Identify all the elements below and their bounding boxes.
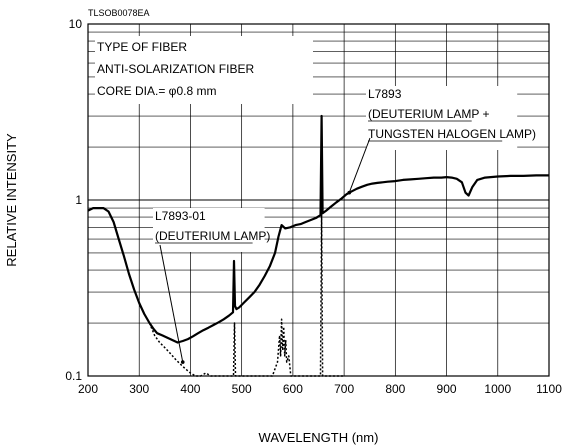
- x-tick-label: 800: [385, 382, 405, 396]
- x-axis-label: WAVELENGTH (nm): [259, 430, 379, 445]
- x-tick-label: 1000: [484, 382, 511, 396]
- callout-l7893-background: [366, 86, 518, 150]
- callout-l7893-01-text: L7893-01: [155, 209, 206, 223]
- callout-l7893-01-leader: [159, 244, 184, 363]
- callout-l7893-leader-tip: [347, 190, 352, 195]
- y-tick-label: 0.1: [65, 369, 82, 383]
- x-tick-label: 900: [437, 382, 457, 396]
- y-tick-label: 1: [75, 193, 82, 207]
- callout-l7893-text: L7893: [368, 87, 402, 101]
- callout-l7893-01-background: [153, 208, 265, 252]
- x-tick-label: 400: [180, 382, 200, 396]
- x-tick-label: 300: [129, 382, 149, 396]
- x-tick-label: 600: [283, 382, 303, 396]
- callout-l7893-leader: [348, 137, 371, 193]
- x-tick-label: 500: [232, 382, 252, 396]
- tick-labels: 200 300 400 500 600 700 800 900 1000 1100 0.1 1 10: [65, 17, 562, 396]
- info-box-line: ANTI-SOLARIZATION FIBER: [97, 62, 254, 76]
- callout-l7893-01-leader-tip: [180, 360, 185, 364]
- info-box-background: [95, 36, 313, 104]
- x-tick-label: 1100: [536, 382, 562, 396]
- callout-l7893-text: TUNGSTEN HALOGEN LAMP): [368, 127, 536, 141]
- figure-code: TLSOB0078EA: [88, 8, 150, 18]
- info-box: TYPE OF FIBER ANTI-SOLARIZATION FIBER CORE…: [95, 36, 313, 104]
- grid: [88, 24, 549, 376]
- info-box-line: TYPE OF FIBER: [97, 40, 187, 54]
- callout-l7893-text: (DEUTERIUM LAMP +: [368, 107, 489, 121]
- y-axis-label: RELATIVE INTENSITY: [4, 133, 19, 267]
- plot-frame: [87, 23, 550, 377]
- series-line-l7893: [87, 114, 549, 344]
- x-tick-label: 700: [334, 382, 354, 396]
- x-tick-label: 200: [78, 382, 98, 396]
- info-box-line: CORE DIA.= φ0.8 mm: [97, 84, 216, 98]
- callouts: L7893 (DEUTERIUM LAMP + TUNGSTEN HALOGEN L…: [153, 86, 536, 364]
- callout-l7893-01-text: (DEUTERIUM LAMP): [155, 229, 270, 243]
- y-tick-label: 10: [69, 17, 83, 31]
